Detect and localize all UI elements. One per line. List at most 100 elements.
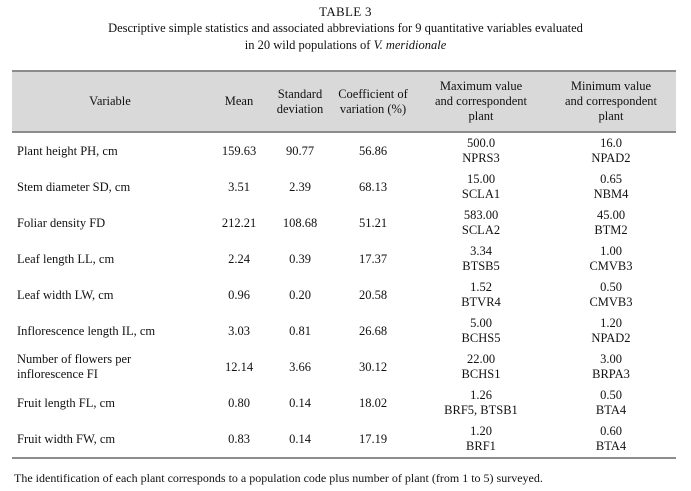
variable-name: Inflorescence length IL, cm [17, 323, 156, 338]
sd-cell: 2.39 [289, 179, 311, 194]
mean-cell: 159.63 [221, 143, 257, 158]
min-value: 45.00 [596, 208, 626, 222]
variable-name: Foliar density FD [17, 215, 106, 230]
header-sd-line-2: deviation [276, 101, 324, 116]
sd-cell: 90.77 [285, 143, 315, 158]
header-max-line-2: and correspondent [435, 94, 527, 108]
variable-name: Fruit width FW, cm [17, 431, 116, 446]
cv-cell: 30.12 [358, 359, 388, 374]
header-max-line-3: plant [468, 109, 494, 123]
sd-cell: 108.68 [282, 215, 318, 230]
min-cell: 0.50 BTA4 [546, 385, 676, 421]
sd-cell: 0.14 [270, 421, 330, 459]
header-variable: Variable [12, 70, 208, 133]
table-caption: TABLE 3 Descriptive simple statistics an… [0, 0, 691, 54]
table-row: Leaf width LW, cm 0.96 0.20 20.58 1.52 BT… [12, 277, 676, 313]
table-body: Plant height PH, cm 159.63 90.77 56.86 5… [12, 132, 676, 459]
caption-line-2-prefix: in 20 wild populations of [244, 38, 374, 52]
min-value: 0.50 [600, 280, 622, 294]
sd-cell: 0.81 [289, 323, 311, 338]
sd-cell: 0.14 [289, 395, 311, 410]
min-value: 1.00 [600, 244, 622, 258]
statistics-table: Variable Mean Standard deviation Coeffici… [12, 70, 676, 459]
min-plant: CMVB3 [589, 259, 633, 273]
min-plant: NPAD2 [591, 151, 631, 165]
max-value: 22.00 [466, 352, 496, 366]
variable-cell: Plant height PH, cm [12, 132, 208, 169]
table-footnote: The identification of each plant corresp… [14, 471, 543, 485]
max-plant: BRF5, BTSB1 [444, 403, 518, 417]
variable-name: Plant height PH, cm [17, 143, 118, 158]
variable-name: Stem diameter SD, cm [17, 179, 131, 194]
max-value: 1.52 [470, 280, 492, 294]
min-plant: CMVB3 [589, 295, 633, 309]
max-plant: BRF1 [466, 439, 496, 453]
mean-cell: 3.03 [228, 323, 250, 338]
header-mean: Mean [208, 70, 270, 133]
max-cell: 1.52 BTVR4 [416, 277, 546, 313]
mean-cell: 2.24 [228, 251, 250, 266]
min-cell: 0.65 NBM4 [546, 169, 676, 205]
min-cell: 45.00 BTM2 [546, 205, 676, 241]
cv-cell: 68.13 [358, 179, 388, 194]
cv-cell: 17.19 [330, 421, 416, 459]
header-min-line-3: plant [598, 109, 624, 123]
header-maximum-value: Maximum value and correspondent plant [416, 70, 546, 133]
min-plant: BRPA3 [592, 367, 630, 381]
mean-cell: 0.96 [228, 287, 250, 302]
mean-cell: 12.14 [224, 359, 254, 374]
caption-line-1: Descriptive simple statistics and associ… [108, 21, 583, 35]
header-min-line-2: and correspondent [565, 94, 657, 108]
variable-cell: Fruit length FL, cm [12, 385, 208, 421]
min-value: 1.20 [600, 316, 622, 330]
max-cell: 22.00 BCHS1 [416, 349, 546, 385]
min-plant: BTA4 [595, 439, 627, 453]
mean-cell: 212.21 [221, 215, 257, 230]
max-cell: 1.20 BRF1 [416, 421, 546, 459]
variable-cell: Stem diameter SD, cm [12, 169, 208, 205]
variable-cell: Leaf width LW, cm [12, 277, 208, 313]
max-value: 1.26 [470, 388, 492, 402]
max-cell: 1.26 BRF5, BTSB1 [416, 385, 546, 421]
mean-cell: 3.51 [228, 179, 250, 194]
cv-cell: 17.37 [358, 251, 388, 266]
max-cell: 583.00 SCLA2 [416, 205, 546, 241]
table-row: Fruit length FL, cm 0.80 0.14 18.02 1.26… [12, 385, 676, 421]
header-min-line-1: Minimum value [570, 79, 652, 93]
cv-cell: 20.58 [358, 287, 388, 302]
min-value: 0.65 [600, 172, 622, 186]
min-cell: 1.00 CMVB3 [546, 241, 676, 277]
min-value: 16.0 [600, 136, 622, 150]
min-cell: 16.0 NPAD2 [546, 132, 676, 169]
table-row: Inflorescence length IL, cm 3.03 0.81 26… [12, 313, 676, 349]
min-value: 0.60 [600, 424, 622, 438]
table-row: Plant height PH, cm 159.63 90.77 56.86 5… [12, 132, 676, 169]
header-coefficient-of-variation: Coefficient of variation (%) [330, 70, 416, 133]
variable-cell: Fruit width FW, cm [12, 421, 208, 459]
caption-line-2: in 20 wild populations of V. meridionale [0, 37, 691, 54]
variable-name: Fruit length FL, cm [17, 395, 115, 410]
min-value: 0.50 [600, 388, 622, 402]
variable-name-line-2: inflorescence FI [17, 367, 98, 381]
max-plant: BTSB5 [462, 259, 500, 273]
table-label: TABLE 3 [319, 4, 372, 19]
max-value: 1.20 [470, 424, 492, 438]
max-plant: SCLA1 [461, 187, 501, 201]
max-value: 500.0 [466, 136, 496, 150]
max-cell: 15.00 SCLA1 [416, 169, 546, 205]
min-cell: 1.20 NPAD2 [546, 313, 676, 349]
cv-cell: 51.21 [358, 215, 388, 230]
header-row: Variable Mean Standard deviation Coeffici… [12, 70, 676, 133]
min-value: 3.00 [600, 352, 622, 366]
min-plant: BTM2 [594, 223, 628, 237]
max-plant: BTVR4 [461, 295, 501, 309]
min-plant: BTA4 [595, 403, 627, 417]
max-plant: SCLA2 [461, 223, 501, 237]
min-cell: 3.00 BRPA3 [546, 349, 676, 385]
max-plant: NPRS3 [462, 151, 500, 165]
max-plant: BCHS5 [461, 331, 501, 345]
variable-cell: Foliar density FD [12, 205, 208, 241]
header-minimum-value: Minimum value and correspondent plant [546, 70, 676, 133]
sd-cell: 0.39 [289, 251, 311, 266]
